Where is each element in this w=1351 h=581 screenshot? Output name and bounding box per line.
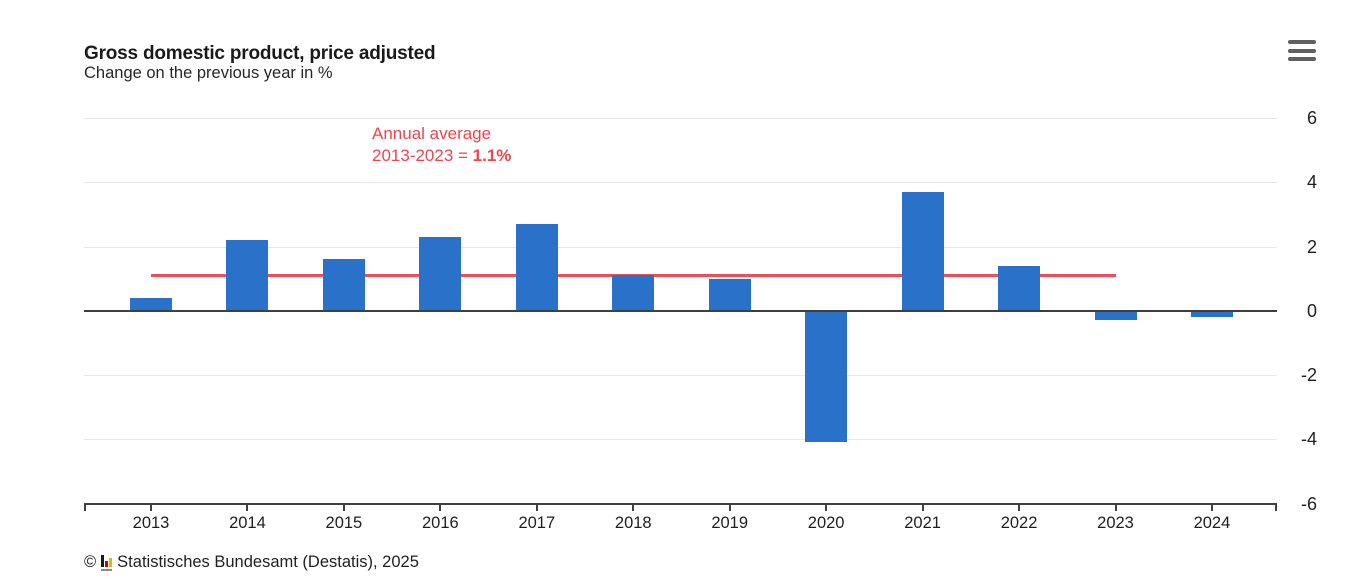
- bar-2022: [998, 265, 1041, 311]
- y-axis-label--2: -2: [1300, 365, 1317, 385]
- bar-2019: [708, 278, 751, 311]
- bar-2020: [805, 310, 848, 443]
- x-axis-label-2022: 2022: [1000, 513, 1038, 532]
- x-axis-label-2019: 2019: [711, 513, 749, 532]
- bar-2024: [1190, 310, 1233, 318]
- x-axis-label-2013: 2013: [132, 513, 170, 532]
- x-axis-label-2020: 2020: [807, 513, 845, 532]
- axis-tick-2022: [1018, 503, 1021, 511]
- gridline--6: [84, 502, 1277, 505]
- average-annotation-line1: Annual average: [372, 124, 492, 143]
- average-annotation-line2: 2013-2023 = 1.1%: [372, 146, 512, 165]
- axis-tick-2024: [1210, 503, 1213, 511]
- source-footer: © Statistisches Bundesamt (Destatis), 20…: [84, 553, 419, 572]
- bar-2021: [901, 191, 944, 311]
- chart-title: Gross domestic product, price adjusted: [84, 42, 436, 64]
- axis-tick-2021: [921, 503, 924, 511]
- x-axis-label-2023: 2023: [1097, 513, 1134, 532]
- logo-bar-black: [101, 555, 105, 567]
- y-axis-label-6: 6: [1306, 108, 1317, 128]
- gridline-2: [84, 246, 1277, 248]
- y-axis-label-2: 2: [1306, 236, 1317, 257]
- y-axis-label--4: -4: [1300, 429, 1317, 450]
- x-axis-label-2024: 2024: [1193, 513, 1231, 532]
- average-value: 1.1%: [472, 146, 512, 165]
- x-axis-label-2014: 2014: [229, 513, 266, 532]
- axis-tick-2014: [246, 503, 249, 511]
- gridline-6: [84, 118, 1277, 119]
- x-axis-label-2016: 2016: [421, 513, 459, 532]
- x-axis-label-2021: 2021: [904, 513, 941, 532]
- y-axis-label-0: 0: [1306, 300, 1317, 321]
- bar-2015: [322, 259, 365, 311]
- axis-edge-tick: [84, 503, 86, 511]
- gridline--2: [84, 375, 1277, 376]
- bar-2023: [1094, 310, 1137, 321]
- hamburger-bar: [1288, 48, 1316, 53]
- gridline-4: [84, 182, 1277, 184]
- y-axis-label--6: -6: [1300, 493, 1317, 514]
- y-axis-label-4: 4: [1306, 172, 1317, 193]
- hamburger-bar: [1288, 57, 1316, 61]
- axis-edge-tick: [1275, 503, 1277, 511]
- axis-tick-2023: [1114, 503, 1117, 511]
- gridline--4: [84, 439, 1277, 441]
- logo-bar-gold: [109, 558, 113, 567]
- axis-tick-2018: [632, 503, 635, 511]
- x-axis-label-2017: 2017: [518, 513, 556, 532]
- bar-2014: [226, 240, 269, 311]
- destatis-bars-icon: [101, 554, 113, 571]
- source-text: Statistisches Bundesamt (Destatis), 2025: [117, 553, 419, 571]
- x-axis-label-2018: 2018: [614, 513, 652, 532]
- axis-tick-2019: [728, 503, 731, 511]
- axis-tick-2016: [439, 503, 442, 511]
- logo-bar-red: [105, 561, 109, 567]
- axis-tick-2015: [342, 503, 345, 511]
- hamburger-menu-icon[interactable]: [1288, 40, 1316, 61]
- bar-2013: [130, 297, 172, 311]
- bar-2017: [515, 224, 558, 311]
- axis-tick-2013: [150, 503, 152, 511]
- x-axis-label-2015: 2015: [325, 513, 363, 532]
- axis-tick-2017: [535, 503, 538, 511]
- bar-2016: [419, 236, 462, 311]
- copyright-symbol: ©: [84, 553, 97, 571]
- bar-2018: [612, 275, 655, 311]
- chart-subtitle: Change on the previous year in %: [84, 64, 333, 82]
- zero-line: [84, 309, 1277, 312]
- hamburger-bar: [1288, 40, 1316, 44]
- average-annotation: Annual average 2013-2023 = 1.1%: [372, 123, 511, 167]
- axis-tick-2020: [825, 503, 828, 511]
